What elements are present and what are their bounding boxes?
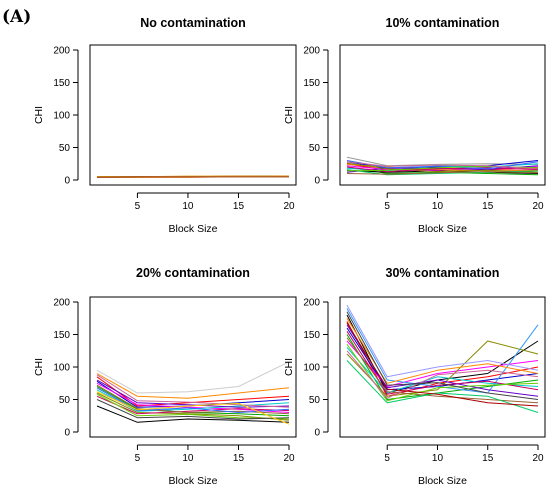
y-tick-label: 100 — [303, 363, 320, 374]
x-tick-label: 10 — [182, 201, 194, 212]
figure-label: (A) — [2, 7, 31, 27]
x-tick-label: 15 — [233, 201, 245, 212]
series-line — [96, 395, 290, 415]
series-line — [346, 308, 539, 394]
series-line — [346, 350, 539, 399]
series-line — [96, 379, 290, 408]
y-tick-label: 100 — [53, 363, 70, 374]
series-line — [96, 376, 290, 407]
series-line — [346, 162, 539, 173]
chart-title: 20% contamination — [136, 266, 250, 280]
series-line — [96, 405, 290, 423]
chart-panel: 10% contamination 0 50 100 150 200 CHI 5 10 15 20 B… — [283, 16, 546, 235]
plot-frame — [339, 296, 546, 438]
series-line — [96, 176, 289, 178]
x-tick-label: 15 — [233, 453, 245, 464]
series-line — [346, 169, 539, 174]
series-line — [346, 311, 539, 400]
y-tick-label: 150 — [53, 78, 70, 89]
series-line — [96, 361, 290, 394]
chart-title: No contamination — [140, 16, 246, 30]
y-tick-label: 150 — [303, 78, 320, 89]
chart-title: 30% contamination — [386, 266, 500, 280]
chart-panel: No contamination 0 50 100 150 200 CHI 5 10 15 20 Bl… — [33, 16, 297, 235]
y-tick-label: 50 — [59, 395, 71, 406]
y-axis-label: CHI — [283, 358, 295, 376]
x-tick-label: 15 — [482, 453, 494, 464]
y-tick-label: 0 — [64, 428, 70, 439]
series-line — [346, 360, 539, 413]
series-line — [346, 305, 539, 378]
x-tick-label: 20 — [283, 453, 295, 464]
series-line — [346, 334, 539, 400]
x-tick-label: 5 — [135, 201, 141, 212]
series-line — [346, 156, 539, 167]
x-tick-label: 5 — [384, 201, 390, 212]
series-line — [96, 392, 290, 421]
x-tick-label: 10 — [182, 453, 194, 464]
series-line — [96, 391, 290, 425]
chart-panel: 20% contamination 0 50 100 150 200 CHI 5 10 15 20 B… — [33, 266, 297, 487]
x-tick-label: 5 — [135, 453, 141, 464]
y-axis-label: CHI — [33, 358, 45, 376]
series-line — [96, 373, 290, 399]
series-line — [96, 374, 290, 408]
plot-frame — [89, 296, 297, 438]
y-tick-label: 50 — [59, 143, 71, 154]
x-tick-label: 10 — [432, 453, 444, 464]
x-tick-label: 20 — [283, 201, 295, 212]
x-tick-label: 15 — [482, 201, 494, 212]
y-tick-label: 200 — [303, 298, 320, 309]
y-tick-label: 200 — [53, 298, 70, 309]
series-line — [96, 380, 290, 408]
y-tick-label: 0 — [314, 428, 320, 439]
x-axis-label: Block Size — [418, 223, 467, 235]
y-axis-label: CHI — [283, 106, 295, 124]
series-line — [346, 161, 539, 170]
chart-title: 10% contamination — [386, 16, 500, 30]
x-tick-label: 5 — [384, 453, 390, 464]
series-line — [96, 384, 290, 415]
y-tick-label: 200 — [53, 46, 70, 57]
x-tick-label: 20 — [532, 453, 544, 464]
y-tick-label: 0 — [314, 176, 320, 187]
x-tick-label: 10 — [432, 201, 444, 212]
x-axis-label: Block Size — [418, 475, 467, 487]
series-line — [346, 322, 539, 407]
x-tick-label: 20 — [532, 201, 544, 212]
x-axis-label: Block Size — [168, 223, 217, 235]
series-line — [96, 387, 290, 413]
series-line — [346, 340, 539, 387]
y-tick-label: 150 — [53, 330, 70, 341]
plot-frame — [339, 44, 546, 186]
y-tick-label: 100 — [303, 111, 320, 122]
x-axis-label: Block Size — [168, 475, 217, 487]
plot-frame — [89, 44, 297, 186]
chart-panel: 30% contamination 0 50 100 150 200 CHI 5 10 15 20 B… — [283, 266, 546, 487]
series-line — [346, 337, 539, 404]
series-line — [96, 399, 290, 420]
y-tick-label: 0 — [64, 176, 70, 187]
y-tick-label: 200 — [303, 46, 320, 57]
y-tick-label: 150 — [303, 330, 320, 341]
y-tick-label: 50 — [309, 395, 321, 406]
y-tick-label: 100 — [53, 111, 70, 122]
y-tick-label: 50 — [309, 143, 321, 154]
y-axis-label: CHI — [33, 106, 45, 124]
series-line — [346, 171, 539, 175]
